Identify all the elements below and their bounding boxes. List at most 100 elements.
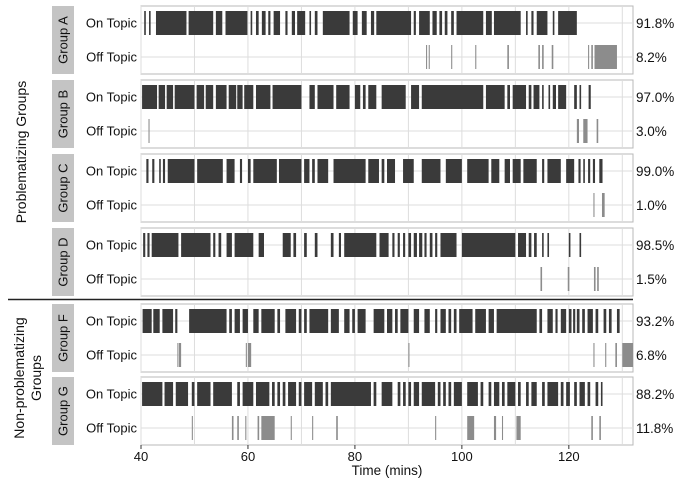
group-f-on-topic-bar (395, 309, 398, 333)
group-g-on-topic-bar (397, 382, 401, 406)
group-g-off-topic-bar (599, 416, 601, 440)
x-tick-label: 100 (451, 449, 473, 464)
group-c-on-topic-bar (578, 159, 581, 183)
group-d-on-topic-bar (429, 233, 433, 257)
group-g-off-topic-percent: 11.8% (636, 421, 673, 436)
group-f-on-topic-bar (387, 309, 393, 333)
group-g-on-topic-bar (518, 382, 521, 406)
group-g-on-topic-bar (467, 382, 478, 406)
group-d-on-topic-bar (528, 233, 532, 257)
group-d-on-topic-bar (234, 233, 254, 257)
group-a-off-topic-bar (426, 45, 428, 69)
group-b-on-topic-percent: 97.0% (636, 90, 674, 105)
group-b-on-topic-bar (244, 85, 254, 109)
group-g-off-topic-bar (591, 416, 593, 440)
group-g-off-topic-bar (257, 416, 260, 440)
group-f-on-topic-bar (595, 309, 599, 333)
group-f-label: Group F (56, 314, 71, 362)
group-a-off-topic-bar (538, 45, 540, 69)
group-f-on-topic-bar (344, 309, 350, 333)
group-g-off-topic-bar (435, 416, 437, 440)
group-g-on-topic-bar (175, 382, 189, 406)
group-d-on-topic-bar (568, 233, 571, 257)
group-c-on-topic-bar (599, 159, 603, 183)
group-c-on-topic-bar (421, 159, 441, 183)
group-g-on-topic-bar (507, 382, 516, 406)
group-a-off-topic-bar (588, 45, 590, 69)
group-d-on-topic-bar (344, 233, 377, 257)
group-b-on-topic-bar (507, 85, 510, 109)
group-d-on-topic-bar (143, 233, 146, 257)
group-g-on-topic-bar (325, 382, 329, 406)
group-c-on-topic-bar (239, 159, 243, 183)
group-f-on-topic-bar (603, 309, 607, 333)
group-a-on-topic-bar (370, 11, 375, 35)
group-c-on-topic-bar (387, 159, 396, 183)
group-a-on-topic-bar (268, 11, 271, 35)
group-b-on-topic-bar (158, 85, 166, 109)
section-label-non-problematizing-line1: Non-problematizing (11, 317, 27, 438)
group-d-off-topic-bar (593, 267, 596, 291)
group-a-on-topic-bar (273, 11, 281, 35)
group-g-on-topic-bar (526, 382, 529, 406)
group-c-on-topic-bar (312, 159, 315, 183)
group-g-tab (52, 377, 74, 445)
group-b-off-topic-percent: 3.0% (636, 124, 667, 139)
group-f-on-topic-bar (309, 309, 329, 333)
group-d-off-topic-bar (597, 267, 599, 291)
group-b-on-topic-bar (228, 85, 237, 109)
group-d-on-topic-bar (424, 233, 427, 257)
group-f-off-topic-bar (245, 343, 247, 367)
group-a-on-topic-bar (493, 11, 521, 35)
group-f-on-topic-bar (261, 309, 275, 333)
group-g-on-topic-bar (288, 382, 297, 406)
group-b-on-topic-bar (574, 85, 577, 109)
group-d-on-topic-bar (258, 233, 264, 257)
group-b-off-topic-label: Off Topic (86, 124, 137, 139)
group-a-on-topic-bar (149, 11, 151, 35)
group-c-on-topic-bar (491, 159, 500, 183)
group-a-on-topic-bar (309, 11, 312, 35)
group-d-label: Group D (56, 237, 71, 286)
group-f-on-topic-bar (547, 309, 553, 333)
group-c-on-topic-bar (592, 159, 596, 183)
group-g-on-topic-bar (480, 382, 484, 406)
group-g-on-topic-bar (191, 382, 195, 406)
group-c-on-topic-bar (547, 159, 561, 183)
group-f-on-topic-bar (400, 309, 409, 333)
group-a-on-topic-bar (444, 11, 448, 35)
group-g-on-topic-bar (237, 382, 240, 406)
group-f-on-topic-bar (298, 309, 302, 333)
group-g-on-topic-bar (488, 382, 492, 406)
group-f-on-topic-bar (568, 309, 572, 333)
group-a-off-topic-bar (542, 45, 544, 69)
group-g-on-topic-bar (330, 382, 371, 406)
group-a-off-topic-bar (451, 45, 453, 69)
group-d-on-topic-bar (147, 233, 150, 257)
group-g-on-topic-bar (242, 382, 254, 406)
group-a-tab (52, 6, 74, 74)
group-b-on-topic-bar (485, 85, 505, 109)
group-c-on-topic-bar (588, 159, 591, 183)
group-d-on-topic-bar (151, 233, 179, 257)
group-d-on-topic-bar (338, 233, 342, 257)
group-c-on-topic-bar (197, 159, 223, 183)
group-g-on-topic-bar (574, 382, 577, 406)
group-d-on-topic-bar (314, 233, 318, 257)
group-c-on-topic-bar (368, 159, 379, 183)
group-b-on-topic-bar (196, 85, 205, 109)
group-f-on-topic-bar (496, 309, 537, 333)
group-a-on-topic-bar (526, 11, 528, 35)
group-g-off-topic-bar (467, 416, 475, 440)
group-f-off-topic-bar (593, 343, 595, 367)
group-f-on-topic-bar (560, 309, 567, 333)
group-g-on-topic-bar (531, 382, 537, 406)
group-f-on-topic-bar (576, 309, 580, 333)
group-f-off-topic-bar (177, 343, 179, 367)
group-f-off-topic-bar (178, 343, 182, 367)
group-b-label: Group B (56, 90, 71, 138)
group-c-on-topic-bar (162, 159, 166, 183)
group-c-on-topic-bar (512, 159, 521, 183)
group-c-on-topic-bar (152, 159, 155, 183)
group-a-on-topic-bar (531, 11, 534, 35)
